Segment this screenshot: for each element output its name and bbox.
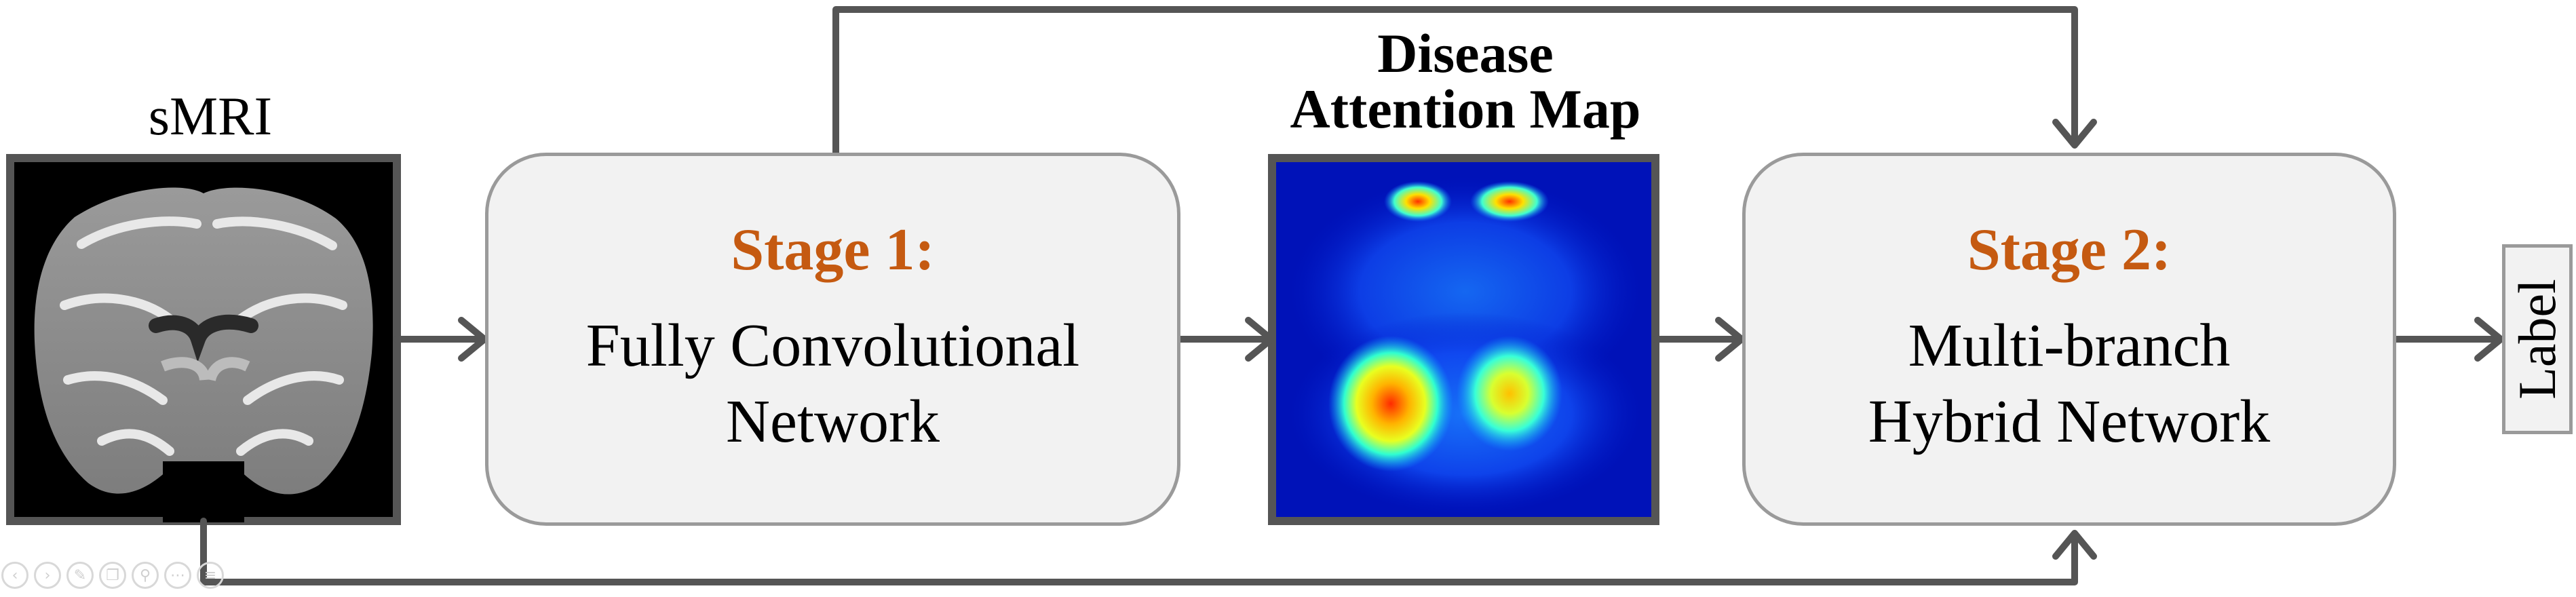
viewer-toolbar: ‹ › ✎ ❐ ⚲ ⋯ ≡: [1, 562, 224, 589]
stage2-line1: Multi-branch: [1908, 311, 2231, 379]
output-label-box: Label: [2502, 244, 2573, 434]
stage1-title: Stage 1:: [731, 217, 935, 284]
menu-icon[interactable]: ≡: [197, 562, 224, 589]
attention-map-caption-line1: Disease: [1377, 22, 1554, 84]
forward-icon[interactable]: ›: [34, 562, 61, 589]
more-icon[interactable]: ⋯: [164, 562, 191, 589]
stage2-title: Stage 2:: [1967, 217, 2172, 284]
stage1-box: Stage 1: Fully Convolutional Network: [485, 153, 1180, 526]
back-icon[interactable]: ‹: [1, 562, 28, 589]
stage2-box: Stage 2: Multi-branch Hybrid Network: [1742, 153, 2396, 526]
attention-map-caption-line2: Attention Map: [1290, 78, 1641, 140]
output-label: Label: [2507, 279, 2567, 400]
stage2-line2: Hybrid Network: [1868, 388, 2271, 456]
attention-map-image: [1268, 154, 1659, 525]
stage1-line1: Fully Convolutional: [585, 311, 1080, 379]
attention-map-caption: Disease Attention Map: [1248, 26, 1683, 137]
pen-icon[interactable]: ✎: [66, 562, 94, 589]
smri-caption: sMRI: [148, 87, 273, 147]
smri-image: [6, 154, 401, 525]
connector-arrows: [200, 6, 2504, 585]
copy-icon[interactable]: ❐: [99, 562, 126, 589]
stage1-line2: Network: [726, 388, 940, 456]
zoom-icon[interactable]: ⚲: [132, 562, 159, 589]
